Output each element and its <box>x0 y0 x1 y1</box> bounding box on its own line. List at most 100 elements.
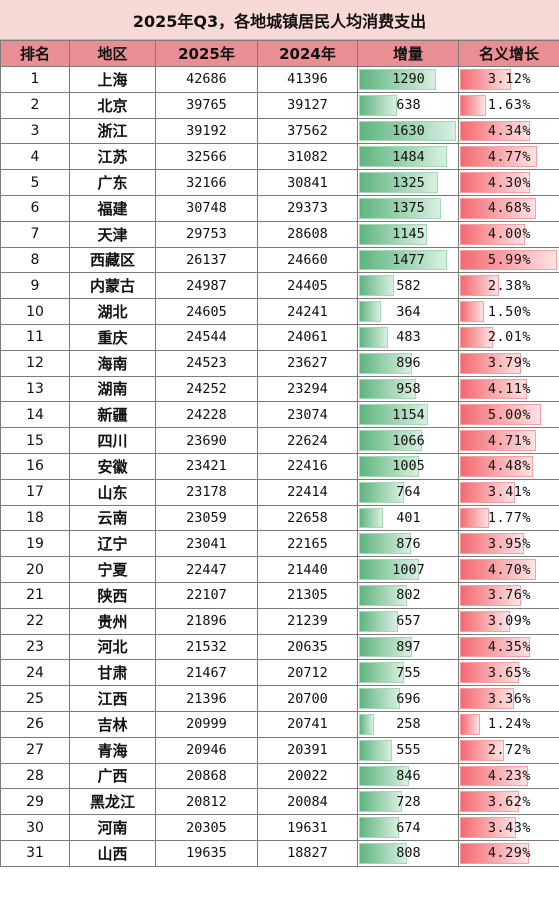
growth-value: 4.11% <box>487 380 532 397</box>
value-2024-cell: 28608 <box>257 220 358 248</box>
value-2024-cell: 22165 <box>257 530 358 558</box>
growth-cell: 3.62% <box>458 788 559 816</box>
header-growth: 名义增长 <box>458 40 559 67</box>
value-2024-cell: 29373 <box>257 194 358 222</box>
increase-bar <box>359 430 423 451</box>
region-cell: 湖北 <box>69 298 156 325</box>
value-2025-cell: 21467 <box>155 659 258 687</box>
rank-cell: 15 <box>0 427 70 454</box>
increase-cell: 755 <box>357 659 459 687</box>
growth-bar <box>460 507 489 529</box>
value-2025-cell: 29753 <box>155 220 258 248</box>
growth-bar <box>460 662 520 684</box>
region-cell: 黑龙江 <box>69 788 156 816</box>
value-2025-cell: 22107 <box>155 581 258 609</box>
growth-bar <box>460 120 531 142</box>
region-cell: 上海 <box>69 66 156 93</box>
rank-cell: 27 <box>0 736 70 764</box>
value-2025-cell: 42686 <box>155 66 258 93</box>
increase-bar <box>359 172 438 193</box>
increase-value: 1007 <box>392 561 425 578</box>
growth-bar <box>460 249 557 271</box>
growth-cell: 4.35% <box>458 633 559 661</box>
increase-cell: 764 <box>357 478 459 506</box>
table-row: 27 青海 20946 20391 555 2.72% <box>0 736 559 764</box>
table-row: 22 贵州 21896 21239 657 3.09% <box>0 607 559 635</box>
rank-cell: 18 <box>0 504 70 532</box>
rank-cell: 8 <box>0 246 70 274</box>
table-row: 23 河北 21532 20635 897 4.35% <box>0 633 559 661</box>
rank-cell: 23 <box>0 633 70 661</box>
growth-value: 1.63% <box>487 97 532 114</box>
rank-cell: 16 <box>0 452 70 480</box>
header-2024: 2024年 <box>257 40 358 67</box>
increase-bar <box>359 455 419 477</box>
value-2024-cell: 24241 <box>257 298 358 325</box>
growth-cell: 3.09% <box>458 607 559 635</box>
growth-cell: 4.29% <box>458 839 559 867</box>
table-row: 18 云南 23059 22658 401 1.77% <box>0 504 559 532</box>
table-row: 11 重庆 24544 24061 483 2.01% <box>0 323 559 351</box>
rank-cell: 31 <box>0 839 70 867</box>
increase-bar <box>359 688 401 709</box>
rank-cell: 9 <box>0 272 70 300</box>
increase-value: 802 <box>396 587 421 604</box>
increase-value: 258 <box>396 716 421 733</box>
increase-cell: 958 <box>357 375 459 403</box>
increase-cell: 1145 <box>357 220 459 248</box>
value-2024-cell: 20741 <box>257 710 358 738</box>
rank-cell: 29 <box>0 788 70 816</box>
increase-bar <box>359 249 447 271</box>
increase-cell: 1154 <box>357 401 459 429</box>
value-2025-cell: 23041 <box>155 530 258 558</box>
value-2025-cell: 24252 <box>155 375 258 403</box>
increase-cell: 364 <box>357 298 459 325</box>
region-cell: 广西 <box>69 762 156 790</box>
increase-value: 582 <box>396 277 421 294</box>
increase-cell: 1630 <box>357 117 459 145</box>
region-cell: 浙江 <box>69 117 156 145</box>
region-cell: 湖南 <box>69 375 156 403</box>
increase-cell: 483 <box>357 323 459 351</box>
increase-value: 876 <box>396 535 421 552</box>
region-cell: 江西 <box>69 685 156 712</box>
growth-cell: 5.99% <box>458 246 559 274</box>
rank-cell: 25 <box>0 685 70 712</box>
region-cell: 河北 <box>69 633 156 661</box>
rank-cell: 7 <box>0 220 70 248</box>
value-2024-cell: 23074 <box>257 401 358 429</box>
value-2024-cell: 24405 <box>257 272 358 300</box>
growth-value: 3.41% <box>487 484 532 501</box>
growth-bar <box>460 455 533 477</box>
increase-bar <box>359 610 399 632</box>
increase-bar <box>359 197 441 219</box>
growth-cell: 2.38% <box>458 272 559 300</box>
rank-cell: 3 <box>0 117 70 145</box>
increase-value: 764 <box>396 484 421 501</box>
table-row: 24 甘肃 21467 20712 755 3.65% <box>0 659 559 687</box>
growth-cell: 3.79% <box>458 349 559 377</box>
growth-cell: 3.12% <box>458 66 559 93</box>
growth-bar <box>460 275 499 297</box>
increase-value: 1066 <box>392 432 425 449</box>
region-cell: 甘肃 <box>69 659 156 687</box>
rank-cell: 11 <box>0 323 70 351</box>
increase-value: 1477 <box>392 251 425 268</box>
growth-cell: 3.43% <box>458 814 559 841</box>
growth-cell: 3.65% <box>458 659 559 687</box>
table-row: 21 陕西 22107 21305 802 3.76% <box>0 581 559 609</box>
increase-bar <box>359 94 397 116</box>
increase-value: 1290 <box>392 71 425 88</box>
increase-bar <box>359 120 456 142</box>
growth-bar <box>460 301 485 322</box>
increase-bar <box>359 146 448 168</box>
growth-cell: 3.76% <box>458 581 559 609</box>
value-2024-cell: 24061 <box>257 323 358 351</box>
region-cell: 贵州 <box>69 607 156 635</box>
increase-cell: 808 <box>357 839 459 867</box>
value-2025-cell: 32166 <box>155 169 258 196</box>
value-2025-cell: 20946 <box>155 736 258 764</box>
growth-bar <box>460 69 511 90</box>
increase-cell: 846 <box>357 762 459 790</box>
